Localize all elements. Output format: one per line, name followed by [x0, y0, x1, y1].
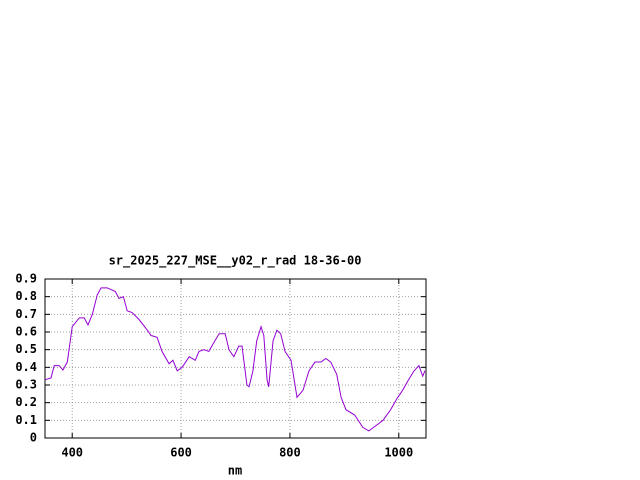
y-tick-label: 0.7 [15, 307, 37, 321]
x-tick-label: 400 [61, 446, 83, 460]
y-tick-label: 0.4 [15, 360, 37, 374]
chart-title: sr_2025_227_MSE__y02_r_rad 18-36-00 [109, 254, 362, 269]
y-tick-label: 0.2 [15, 395, 37, 409]
data-line [44, 287, 426, 432]
y-tick-label: 0.3 [15, 378, 37, 392]
x-tick-label: 600 [170, 446, 192, 460]
y-tick-label: 0.6 [15, 325, 37, 339]
x-axis-label: nm [228, 464, 242, 478]
y-tick-label: 0.1 [15, 413, 37, 427]
y-tick-label: 0.8 [15, 289, 37, 303]
y-tick-label: 0.9 [15, 272, 37, 286]
plot-frame [44, 278, 427, 439]
x-tick-label: 1000 [384, 446, 413, 460]
y-tick-label: 0.5 [15, 342, 37, 356]
y-tick-label: 0 [30, 431, 37, 445]
x-tick-label: 800 [279, 446, 301, 460]
